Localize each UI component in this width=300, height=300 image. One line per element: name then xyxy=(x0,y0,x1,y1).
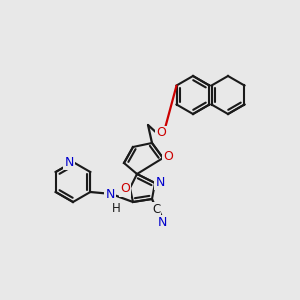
Text: O: O xyxy=(156,127,166,140)
Text: O: O xyxy=(120,182,130,196)
Text: H: H xyxy=(112,202,120,214)
Text: O: O xyxy=(163,151,173,164)
Text: N: N xyxy=(64,155,74,169)
Text: C: C xyxy=(152,203,160,216)
Text: N: N xyxy=(157,215,167,229)
Text: N: N xyxy=(105,188,115,202)
Text: N: N xyxy=(155,176,165,188)
